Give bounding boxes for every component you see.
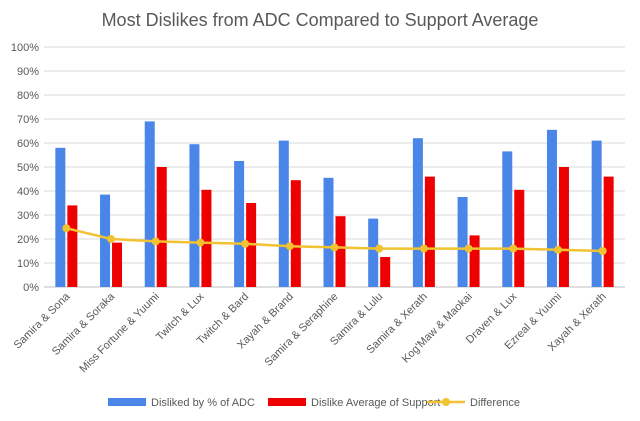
- y-tick-label: 60%: [17, 138, 39, 150]
- bar-adc: [502, 151, 513, 287]
- y-tick-label: 30%: [17, 210, 39, 222]
- bar-adc: [368, 218, 379, 287]
- y-tick-label: 40%: [17, 186, 39, 198]
- bar-support: [603, 176, 614, 287]
- bar-adc: [323, 177, 334, 287]
- bar-adc: [457, 197, 468, 287]
- difference-point: [509, 244, 518, 253]
- legend-label: Difference: [470, 397, 520, 409]
- legend-swatch-difference-marker: [442, 398, 450, 406]
- legend-label: Dislike Average of Support: [311, 397, 440, 409]
- bar-adc: [278, 140, 289, 287]
- y-tick-label: 20%: [17, 234, 39, 246]
- legend-swatch-adc: [108, 398, 146, 406]
- difference-point: [419, 244, 428, 253]
- bar-adc: [546, 129, 557, 287]
- chart-title: Most Dislikes from ADC Compared to Suppo…: [102, 10, 539, 30]
- difference-point: [107, 235, 116, 243]
- difference-point: [464, 244, 473, 253]
- bar-adc: [412, 138, 423, 287]
- bar-support: [380, 257, 391, 287]
- bar-adc: [234, 161, 245, 287]
- difference-point: [285, 242, 294, 251]
- y-tick-label: 70%: [17, 114, 39, 126]
- legend-label: Disliked by % of ADC: [151, 397, 255, 409]
- bar-adc: [189, 144, 200, 287]
- y-tick-label: 10%: [17, 258, 39, 270]
- bar-support: [469, 235, 480, 287]
- bar-support: [424, 176, 435, 287]
- bar-adc: [144, 121, 155, 288]
- legend: Disliked by % of ADC Dislike Average of S…: [108, 397, 520, 409]
- difference-point: [553, 245, 562, 254]
- difference-point: [151, 237, 160, 246]
- bar-support: [335, 216, 346, 287]
- bar-support: [290, 180, 301, 287]
- y-tick-label: 80%: [17, 90, 39, 102]
- bar-support: [201, 189, 212, 287]
- y-tick-label: 90%: [17, 66, 39, 78]
- difference-point: [241, 239, 250, 248]
- bar-support: [514, 189, 525, 287]
- bar-support: [67, 205, 78, 287]
- bar-support: [558, 167, 569, 287]
- difference-point: [330, 243, 339, 252]
- y-tick-label: 0%: [23, 282, 39, 294]
- legend-swatch-support: [268, 398, 306, 406]
- x-category-label: Samira & Seraphine: [263, 291, 341, 369]
- bar-support: [156, 167, 167, 287]
- difference-line: [62, 224, 607, 255]
- y-axis-ticks: 0% 10% 20% 30% 40% 50% 60% 70% 80% 90% 100%: [11, 42, 39, 294]
- bar-support: [112, 242, 123, 287]
- difference-point: [375, 244, 384, 253]
- difference-point: [62, 224, 71, 233]
- bars: [55, 121, 614, 288]
- y-tick-label: 50%: [17, 162, 39, 174]
- gridlines: [44, 46, 625, 288]
- y-tick-label: 100%: [11, 42, 39, 54]
- bar-adc: [591, 140, 602, 287]
- bar-adc: [100, 194, 111, 287]
- x-category-label: Miss Fortune & Yuumi: [77, 291, 161, 375]
- difference-point: [598, 247, 607, 255]
- difference-point: [196, 238, 205, 247]
- bar-adc: [55, 147, 66, 287]
